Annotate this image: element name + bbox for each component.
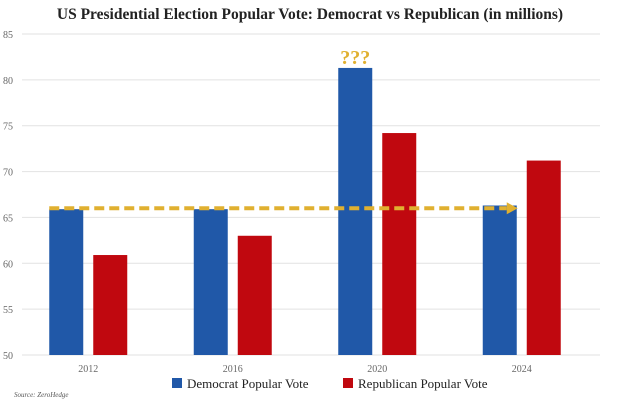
- bar-republican-2020: [382, 133, 417, 355]
- x-tick-label: 2020: [367, 364, 387, 375]
- question-marks: ???: [340, 47, 370, 69]
- y-tick-label: 60: [3, 259, 13, 270]
- bar-democrat-2012: [49, 209, 84, 355]
- bar-democrat-2024: [482, 205, 517, 355]
- legend: Democrat Popular Vote Republican Popular …: [172, 376, 488, 391]
- legend-swatch-republican: [343, 378, 353, 388]
- y-tick-label: 80: [3, 76, 13, 87]
- bar-republican-2012: [93, 255, 128, 355]
- legend-label: Republican Popular Vote: [358, 376, 488, 391]
- bar-republican-2024: [526, 160, 561, 355]
- y-tick-label: 85: [3, 30, 13, 41]
- bar-republican-2016: [237, 235, 272, 355]
- y-tick-label: 50: [3, 351, 13, 362]
- x-tick-label: 2024: [512, 364, 532, 375]
- x-tick-label: 2012: [78, 364, 98, 375]
- bar-democrat-2016: [193, 209, 228, 355]
- y-tick-label: 70: [3, 168, 13, 179]
- axis-labels: 50 55 60 65 70 75 80 85 2012 2016 2020 2024: [3, 30, 532, 375]
- y-tick-label: 55: [3, 305, 13, 316]
- chart-title: US Presidential Election Popular Vote: D…: [56, 6, 564, 23]
- annotations: ???: [49, 47, 518, 215]
- bar-democrat-2020: [338, 67, 373, 355]
- source-note: Source: ZeroHedge: [14, 391, 69, 399]
- bars: [49, 67, 561, 355]
- y-tick-label: 65: [3, 213, 13, 224]
- x-tick-label: 2016: [223, 364, 243, 375]
- trend-arrow-head: [506, 202, 518, 215]
- legend-label: Democrat Popular Vote: [187, 376, 309, 391]
- legend-swatch-democrat: [172, 378, 182, 388]
- y-tick-label: 75: [3, 122, 13, 133]
